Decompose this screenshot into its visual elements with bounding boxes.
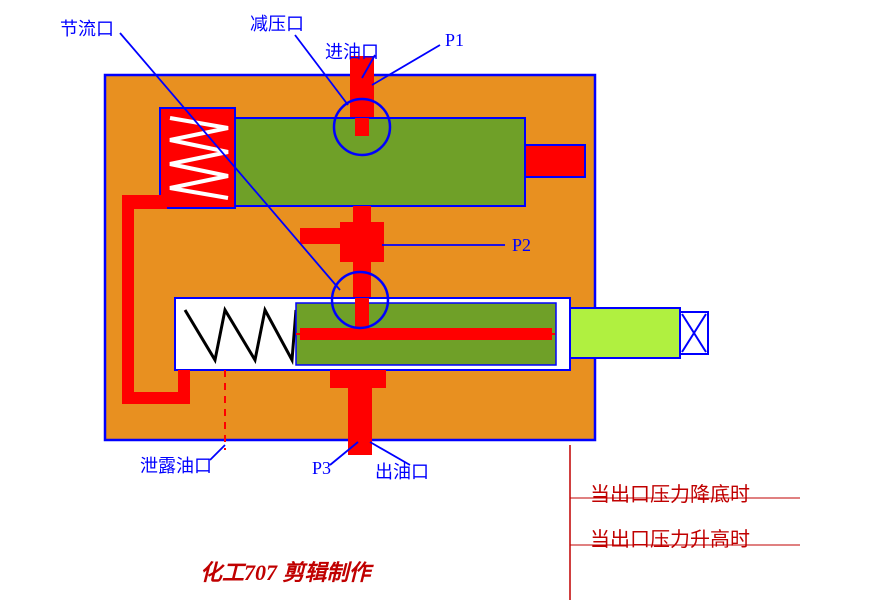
label-p2: P2	[512, 235, 531, 256]
label-outlet: 出油口	[375, 458, 429, 484]
note-high: 当出口压力升高时	[590, 523, 750, 552]
label-inlet: 进油口	[325, 38, 379, 64]
valve-schematic	[0, 0, 894, 612]
upper-chamber	[235, 118, 525, 206]
piston-rod	[570, 308, 680, 358]
outlet-channel	[348, 385, 372, 455]
inlet-channel	[350, 56, 374, 120]
label-throttle: 节流口	[60, 15, 114, 41]
left-channel	[122, 205, 134, 400]
upper-right-block	[525, 145, 585, 177]
mid-channel	[340, 222, 384, 262]
label-leak: 泄露油口	[140, 452, 212, 478]
label-p1: P1	[445, 30, 464, 51]
caption: 化工707 剪辑制作	[200, 555, 371, 587]
ptr-leak	[210, 445, 225, 460]
note-low: 当出口压力降底时	[590, 478, 750, 507]
label-p3: P3	[312, 458, 331, 479]
label-reducing: 减压口	[250, 10, 304, 36]
